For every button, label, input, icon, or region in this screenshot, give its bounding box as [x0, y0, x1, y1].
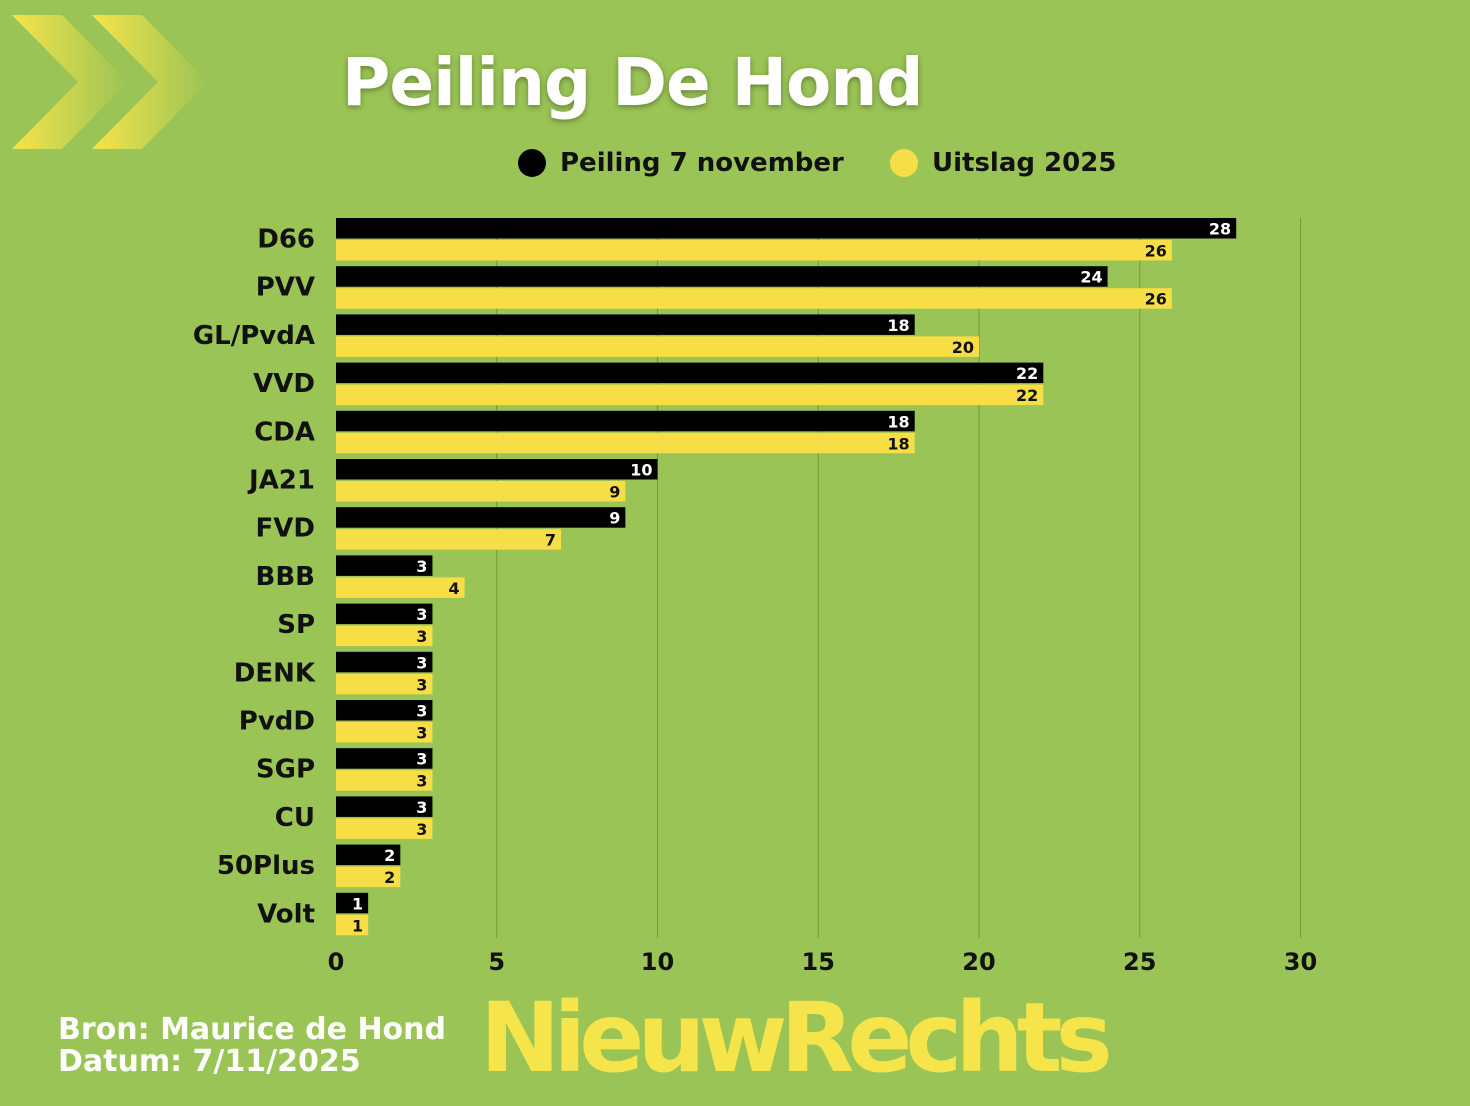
source-text: Bron: Maurice de Hond [58, 1012, 446, 1047]
bar [336, 529, 561, 550]
category-label: CU [275, 803, 315, 833]
bar [336, 411, 915, 432]
data-label: 3 [416, 702, 427, 721]
x-tick-label: 0 [328, 948, 345, 976]
nieuwrechts-logo: NieuwRechts [480, 982, 1106, 1094]
data-label: 26 [1145, 290, 1167, 309]
bar [336, 507, 625, 528]
category-label: CDA [254, 417, 315, 447]
bar [336, 314, 915, 335]
data-label: 24 [1080, 268, 1102, 287]
data-label: 28 [1209, 220, 1231, 239]
category-label: PVV [256, 273, 315, 303]
category-label: FVD [256, 514, 315, 544]
bar [336, 218, 1236, 239]
date-text: Datum: 7/11/2025 [58, 1044, 361, 1079]
bar [336, 459, 658, 480]
data-label: 3 [416, 772, 427, 791]
x-tick-label: 25 [1123, 948, 1156, 976]
bar [336, 577, 465, 598]
data-label: 1 [352, 894, 363, 913]
data-label: 9 [609, 483, 620, 502]
data-label: 2 [384, 846, 395, 865]
data-label: 20 [952, 338, 974, 357]
bar [336, 288, 1172, 309]
category-label: JA21 [247, 466, 315, 496]
bar [336, 240, 1172, 261]
category-label: GL/PvdA [193, 321, 315, 351]
bar [336, 363, 1043, 384]
category-label: DENK [234, 658, 316, 688]
category-label: PvdD [239, 707, 315, 737]
data-label: 3 [416, 675, 427, 694]
data-label: 3 [416, 798, 427, 817]
bar [336, 266, 1108, 287]
data-label: 3 [416, 557, 427, 576]
data-label: 18 [887, 316, 909, 335]
category-label: SP [277, 610, 315, 640]
data-label: 1 [352, 916, 363, 935]
bar [336, 385, 1043, 406]
data-label: 10 [630, 461, 652, 480]
data-label: 3 [416, 627, 427, 646]
category-label: 50Plus [217, 851, 315, 881]
category-label: Volt [257, 899, 315, 929]
bar [336, 336, 979, 357]
x-tick-label: 10 [641, 948, 674, 976]
data-label: 22 [1016, 386, 1038, 405]
data-label: 3 [416, 820, 427, 839]
bar [336, 433, 915, 454]
x-tick-label: 20 [962, 948, 995, 976]
data-label: 2 [384, 868, 395, 887]
data-label: 4 [448, 579, 459, 598]
data-label: 22 [1016, 364, 1038, 383]
category-label: D66 [257, 225, 315, 255]
data-label: 3 [416, 605, 427, 624]
category-label: VVD [253, 369, 315, 399]
bar [336, 481, 625, 502]
data-label: 18 [887, 412, 909, 431]
x-tick-label: 30 [1284, 948, 1317, 976]
category-label: BBB [256, 562, 315, 592]
data-label: 3 [416, 724, 427, 743]
data-label: 26 [1145, 242, 1167, 261]
data-label: 3 [416, 653, 427, 672]
data-label: 18 [887, 434, 909, 453]
data-label: 9 [609, 509, 620, 528]
data-label: 3 [416, 750, 427, 769]
data-label: 7 [545, 531, 556, 550]
category-label: SGP [256, 755, 315, 785]
x-tick-label: 5 [488, 948, 505, 976]
x-tick-label: 15 [802, 948, 835, 976]
